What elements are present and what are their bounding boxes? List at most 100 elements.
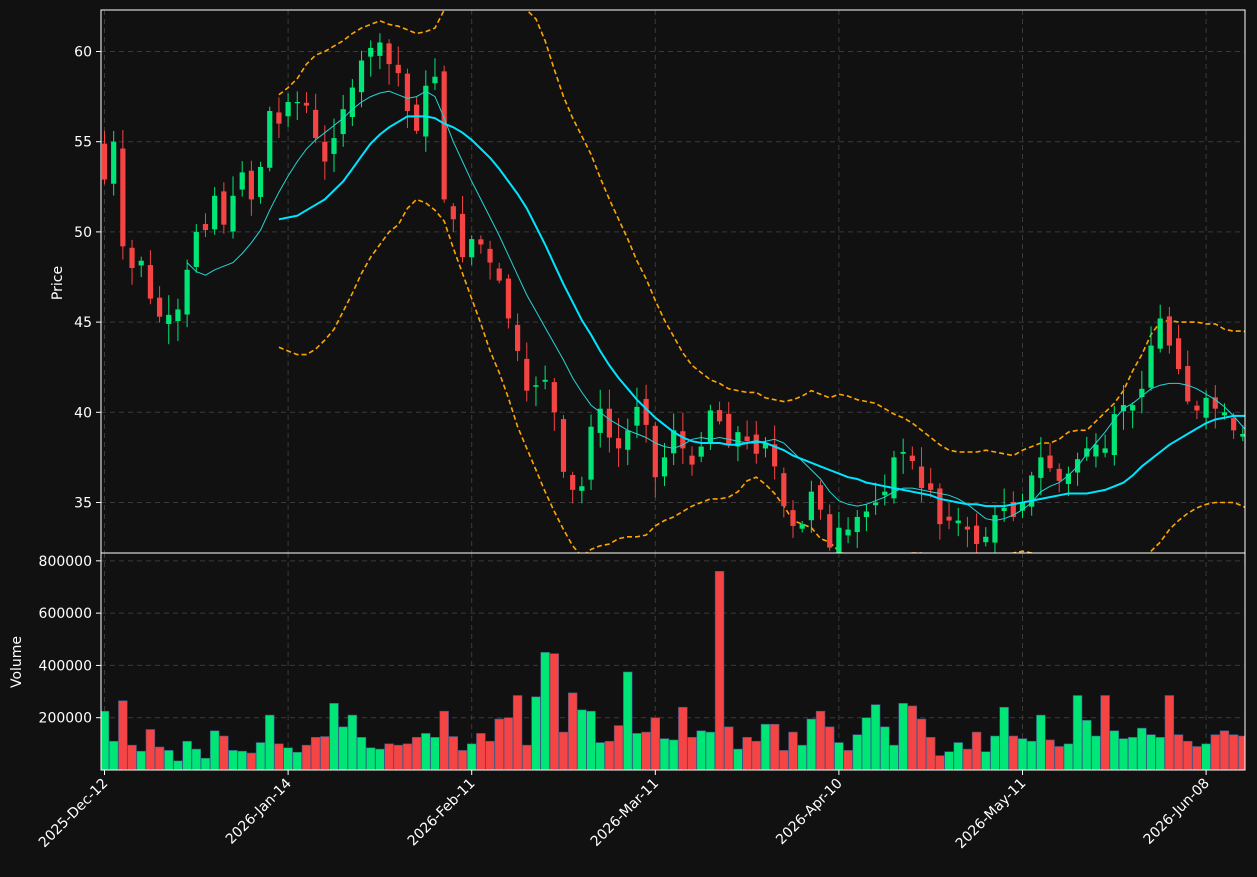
volume-tick-label: 800000: [39, 554, 92, 570]
candle-body: [515, 324, 521, 351]
volume-bar: [1146, 734, 1156, 770]
candle-body: [1038, 457, 1044, 478]
volume-bar: [476, 733, 486, 770]
candle-body: [836, 527, 842, 553]
volume-bar: [191, 748, 201, 770]
candle-body: [377, 42, 383, 56]
volume-bar: [797, 744, 807, 770]
volume-bar: [935, 755, 945, 770]
candle-body: [597, 408, 603, 433]
price-tick-label: 35: [74, 495, 92, 511]
volume-axis-label: Volume: [9, 636, 25, 688]
candle-body: [808, 491, 814, 521]
volume-bar: [1201, 743, 1211, 770]
candle-body: [772, 444, 778, 467]
candle-body: [689, 455, 695, 465]
candle-body: [918, 466, 925, 489]
volume-bar: [659, 738, 670, 770]
volume-bar: [292, 751, 302, 770]
volume-bar: [953, 742, 963, 770]
candle-body: [1130, 405, 1136, 411]
volume-bar: [1118, 738, 1129, 770]
volume-bar: [769, 723, 780, 770]
volume-bar: [852, 734, 862, 770]
candle-body: [992, 515, 998, 543]
candle-body: [1111, 414, 1117, 456]
candle-body: [716, 410, 723, 422]
volume-bar: [604, 740, 615, 770]
volume-bar: [1137, 727, 1147, 770]
volume-bar: [320, 736, 330, 770]
volume-bar: [255, 742, 266, 770]
volume-bar: [1054, 746, 1064, 770]
candle-body: [285, 102, 291, 117]
volume-bar: [265, 714, 275, 770]
volume-bar: [549, 653, 560, 770]
candle-body: [1001, 507, 1007, 511]
candle-body: [570, 475, 576, 490]
volume-bar: [696, 730, 706, 770]
candle-body: [313, 109, 319, 139]
volume-bar: [173, 760, 183, 770]
candle-body: [212, 195, 218, 230]
candle-body: [1221, 412, 1228, 416]
candle-body: [891, 457, 897, 499]
candle-body: [863, 511, 870, 518]
candle-body: [111, 141, 117, 184]
volume-bar: [154, 746, 165, 770]
candle-body: [625, 430, 631, 450]
volume-bar: [595, 742, 605, 770]
candle-body: [928, 483, 934, 490]
volume-bar: [632, 733, 642, 770]
volume-bar: [512, 695, 523, 770]
volume-bar: [237, 750, 247, 770]
volume-bar: [898, 703, 908, 770]
candle-body: [937, 488, 943, 525]
volume-bar: [347, 714, 358, 770]
candle-body: [1175, 338, 1182, 369]
volume-bar: [1008, 735, 1019, 770]
candle-body: [735, 432, 741, 447]
price-y-axis: 35 40 45 50 55 60: [74, 44, 101, 511]
candle-body: [496, 268, 502, 281]
candle-body: [661, 457, 668, 477]
volume-bar: [623, 671, 633, 770]
candle-body: [414, 104, 420, 131]
candle-body: [138, 260, 144, 266]
volume-bar: [540, 652, 550, 770]
volume-bar: [494, 718, 504, 770]
volume-bar: [834, 742, 844, 770]
candle-body: [450, 206, 456, 220]
candle-body: [1093, 444, 1099, 457]
volume-bar: [375, 748, 385, 770]
candle-body: [652, 425, 658, 478]
volume-tick-label: 600000: [39, 606, 92, 622]
candle-body: [478, 239, 484, 245]
volume-bar: [724, 726, 734, 770]
candle-body: [873, 502, 879, 506]
candle-body: [1047, 455, 1053, 469]
volume-bar: [1192, 746, 1202, 770]
volume-bar: [108, 740, 119, 770]
price-tick-label: 50: [74, 225, 92, 241]
candle-body: [643, 398, 649, 425]
volume-bar: [531, 696, 541, 770]
volume-bar: [457, 750, 468, 770]
candle-body: [799, 524, 805, 529]
candle-body: [1166, 316, 1172, 346]
volume-bar: [384, 743, 394, 770]
candle-body: [634, 406, 640, 426]
volume-bar: [586, 710, 596, 770]
volume-bar: [1017, 738, 1028, 770]
volume-bar: [366, 747, 376, 770]
volume-bar: [200, 757, 211, 770]
candle-body: [1203, 397, 1209, 418]
volume-bar: [668, 739, 679, 770]
volume-tick-label: 200000: [39, 711, 92, 727]
candle-body: [368, 47, 374, 57]
candle-body: [248, 170, 254, 200]
candle-body: [404, 73, 411, 112]
candle-body: [1148, 345, 1154, 388]
candle-body: [551, 382, 557, 413]
